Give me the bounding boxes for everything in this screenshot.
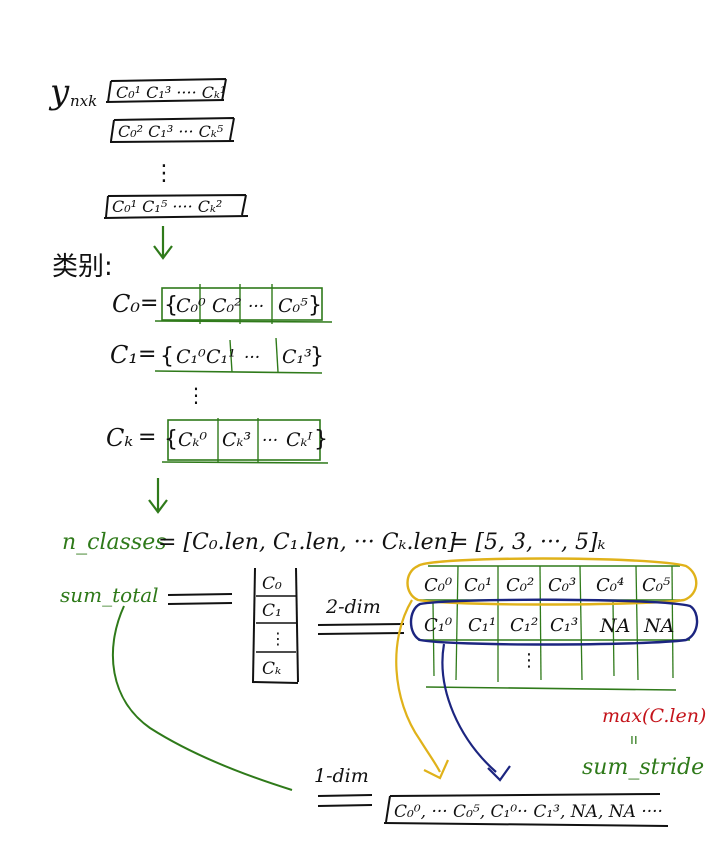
equals-mark: ıı bbox=[630, 732, 638, 748]
svg-text:}: } bbox=[308, 293, 322, 318]
one-dim-sequence: C₀⁰, ··· C₀⁵, C₁⁰·· C₁³, NA, NA ···· bbox=[394, 802, 663, 822]
grid-cell: NA bbox=[599, 615, 630, 637]
svg-text:{: { bbox=[164, 427, 178, 452]
category-set-name: Cₖ bbox=[106, 424, 133, 452]
set-member: C₀² bbox=[212, 295, 242, 317]
arrow-down-icon bbox=[154, 226, 172, 258]
matrix-row-2: C₀² C₁³ ··· Cₖ⁵ bbox=[110, 118, 234, 142]
grid-cell: C₀⁵ bbox=[642, 575, 670, 596]
set-member: C₁³ bbox=[282, 346, 312, 368]
sum-total-column: C₀ C₁ ⋮ Cₖ bbox=[252, 568, 298, 683]
category-set-name: C₁ bbox=[110, 341, 138, 369]
svg-text:}: } bbox=[310, 344, 324, 369]
sum-stride-label: sum_stride bbox=[582, 755, 704, 780]
svg-text:⋮: ⋮ bbox=[186, 383, 206, 407]
matrix-subscript: nxk bbox=[70, 92, 97, 110]
category-set-name: C₀ bbox=[112, 290, 140, 318]
n-classes-definition: = [C₀.len, C₁.len, ··· Cₖ.len] bbox=[158, 530, 457, 555]
svg-text:=: = bbox=[140, 291, 158, 316]
set-member: Cₖ⁰ bbox=[178, 429, 207, 451]
category-set-ck: Cₖ = { Cₖ⁰ Cₖ³ ··· Cₖᴵ } bbox=[106, 418, 328, 463]
svg-text:=: = bbox=[138, 342, 156, 367]
category-set-c0: C₀ = { C₀⁰ C₀² ··· C₀⁵ } bbox=[112, 284, 332, 324]
matrix-row-1: C₀¹ C₁³ ···· Cₖ¹ bbox=[106, 79, 226, 102]
one-dim-label: 1-dim bbox=[314, 765, 369, 787]
grid-ellipsis: ⋮ bbox=[520, 650, 538, 671]
category-set-c1: C₁ = { C₁⁰ C₁¹ ··· C₁³ } bbox=[110, 338, 324, 373]
set-member: ··· bbox=[262, 431, 278, 451]
two-dim-grid: C₀⁰ C₀¹ C₀² C₀³ C₀⁴ C₀⁵ C₁⁰ C₁¹ C₁² C₁³ … bbox=[418, 566, 690, 690]
n-classes-label: n_classes bbox=[62, 530, 167, 555]
category-heading: 类别: bbox=[52, 252, 113, 282]
grid-cell: C₀⁰ bbox=[424, 575, 452, 596]
matrix-vertical-ellipsis: ⋮ bbox=[153, 161, 175, 186]
grid-cell: C₁¹ bbox=[468, 615, 496, 636]
svg-text:}: } bbox=[314, 427, 328, 452]
grid-cell: C₀² bbox=[506, 575, 534, 596]
grid-cell: C₁² bbox=[510, 615, 538, 636]
set-member: Cₖᴵ bbox=[286, 429, 312, 451]
n-classes-values: = [5, 3, ···, 5]ₖ bbox=[450, 530, 606, 555]
matrix-row-last: C₀¹ C₁⁵ ···· Cₖ² bbox=[104, 195, 248, 218]
set-member: C₀⁵ bbox=[278, 295, 308, 317]
max-len-label: max(C.len) bbox=[602, 705, 706, 727]
column-cell: Cₖ bbox=[262, 659, 281, 679]
column-cell: C₀ bbox=[262, 574, 282, 594]
grid-cell: C₁³ bbox=[550, 615, 578, 636]
set-member: C₁⁰ bbox=[176, 346, 206, 368]
matrix-row-last-text: C₀¹ C₁⁵ ···· Cₖ² bbox=[112, 197, 222, 216]
svg-text:=: = bbox=[138, 425, 156, 450]
matrix-row-2-text: C₀² C₁³ ··· Cₖ⁵ bbox=[118, 122, 224, 141]
two-dim-label: 2-dim bbox=[325, 596, 381, 618]
column-cell: C₁ bbox=[262, 601, 282, 621]
grid-cell: NA bbox=[643, 615, 674, 637]
grid-cell: C₁⁰ bbox=[424, 615, 452, 636]
set-member: Cₖ³ bbox=[222, 429, 251, 451]
grid-cell: C₀¹ bbox=[464, 575, 492, 596]
set-member: C₀⁰ bbox=[176, 295, 206, 317]
sum-total-flow-line bbox=[113, 606, 292, 790]
grid-cell: C₀⁴ bbox=[596, 575, 624, 596]
sum-total-label: sum_total bbox=[60, 583, 159, 607]
set-member: ··· bbox=[244, 348, 260, 368]
svg-text:{: { bbox=[160, 344, 174, 369]
matrix-label: y bbox=[48, 72, 70, 112]
set-member: C₁¹ bbox=[206, 346, 236, 368]
set-member: ··· bbox=[248, 297, 264, 317]
column-cell: ⋮ bbox=[270, 629, 286, 648]
one-dim-array: C₀⁰, ··· C₀⁵, C₁⁰·· C₁³, NA, NA ···· bbox=[384, 794, 668, 826]
matrix-row-1-text: C₀¹ C₁³ ···· Cₖ¹ bbox=[116, 83, 226, 102]
arrow-head-icon bbox=[424, 760, 448, 778]
grid-cell: C₀³ bbox=[548, 575, 576, 596]
arrow-down-icon bbox=[149, 478, 167, 512]
navy-flow-arrow bbox=[442, 644, 496, 772]
